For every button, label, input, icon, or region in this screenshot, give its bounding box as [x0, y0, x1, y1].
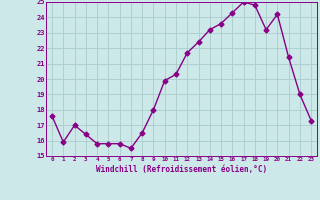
X-axis label: Windchill (Refroidissement éolien,°C): Windchill (Refroidissement éolien,°C)	[96, 165, 267, 174]
